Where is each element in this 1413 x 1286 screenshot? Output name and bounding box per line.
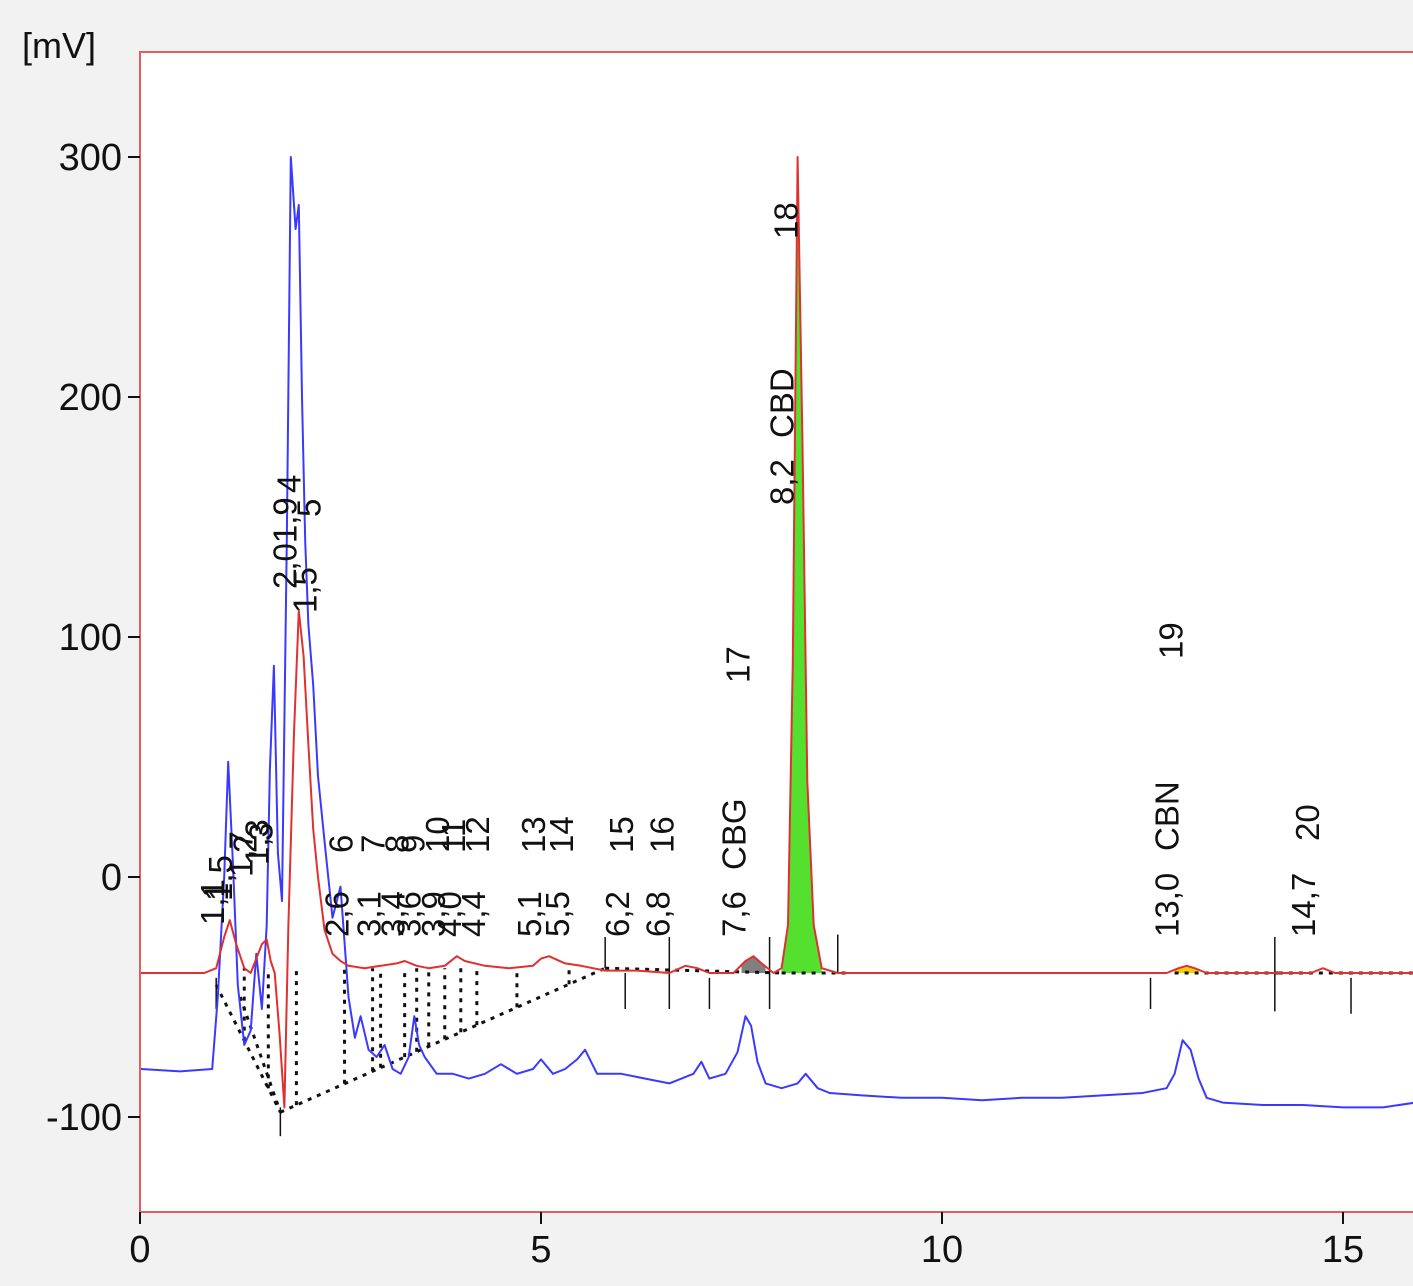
baseline-segment: [238, 996, 282, 1113]
peak-number-label: 7: [355, 835, 392, 853]
peak-retention-label: 3,9: [415, 891, 452, 937]
peak-retention-label: 3,6: [391, 891, 428, 937]
peak-number-label: 5: [290, 499, 327, 517]
peak-retention-label: 1,3: [238, 819, 275, 865]
peak-retention-label: 5,1: [511, 891, 548, 937]
peak-number-label: 15: [603, 816, 640, 853]
peak-number-label: 3: [242, 823, 279, 841]
x-tick-label: 5: [530, 1229, 551, 1271]
peak-retention-label: 7,6: [716, 891, 753, 937]
peak-number-label: 8: [379, 835, 416, 853]
baseline-segment: [214, 984, 282, 1113]
peak-retention-label: 4,4: [455, 891, 492, 937]
peak-retention-label: 1,1: [194, 879, 231, 925]
x-tick-label: 15: [1322, 1229, 1364, 1271]
peak-retention-label: 6,8: [639, 891, 676, 937]
peak-number-label: 13: [515, 816, 552, 853]
x-tick-label: 10: [921, 1229, 963, 1271]
peak-number-label: 9: [395, 835, 432, 853]
y-unit-label: [mV]: [22, 25, 96, 66]
peak-retention-label: 2,6: [319, 891, 356, 937]
peak-retention-label: 3,4: [375, 891, 412, 937]
y-tick-label: 300: [59, 137, 122, 179]
traces: [141, 156, 1413, 1109]
peak-number-label: 19: [1153, 622, 1190, 659]
peak-number-label: 12: [459, 816, 496, 853]
x-tick-label: 0: [129, 1229, 150, 1271]
y-tick-label: 0: [101, 857, 122, 899]
peak-retention-label: 1,5: [286, 567, 323, 613]
peak-retention-label: 1,5: [202, 855, 239, 901]
peak-number-label: 14: [543, 816, 580, 853]
peak-retention-label: 2,01,9: [266, 497, 303, 589]
peak-retention-label: 14,7: [1285, 873, 1322, 937]
red-trace: [141, 156, 1413, 1109]
peak-compound-label: CBG: [716, 798, 753, 870]
y-tick-label: 200: [59, 377, 122, 419]
y-tick-label: 100: [59, 617, 122, 659]
peak-retention-label: 13,0: [1149, 873, 1186, 937]
peak-retention-label: 6,2: [599, 891, 636, 937]
y-tick-label: -100: [46, 1097, 122, 1139]
peak-number-label: 4: [270, 475, 307, 493]
peak-labels: 1,111,51,721,332,01,941,552,663,173,483,…: [194, 202, 1326, 937]
peak-number-label: 11: [435, 819, 472, 853]
peak-number-label: 10: [419, 816, 456, 853]
peak-compound-label: CBN: [1149, 781, 1186, 851]
peak-number-label: 17: [720, 646, 757, 683]
peak-number-label: 2: [226, 835, 263, 853]
peak-retention-label: 4,0: [431, 891, 468, 937]
peak-number-label: 16: [643, 816, 680, 853]
peak-retention-label: 1,7: [222, 831, 259, 877]
peak-retention-label: 8,2: [764, 459, 801, 505]
peak-number-label: 18: [768, 202, 805, 239]
peak-number-label: 6: [323, 835, 360, 853]
peak-number-label: 20: [1289, 804, 1326, 841]
peak-compound-label: CBD: [764, 368, 801, 438]
peak-retention-label: 5,5: [539, 891, 576, 937]
blue-trace: [141, 156, 1413, 1109]
peak-retention-label: 3,1: [351, 891, 388, 937]
peak-number-label: 1: [198, 883, 235, 901]
